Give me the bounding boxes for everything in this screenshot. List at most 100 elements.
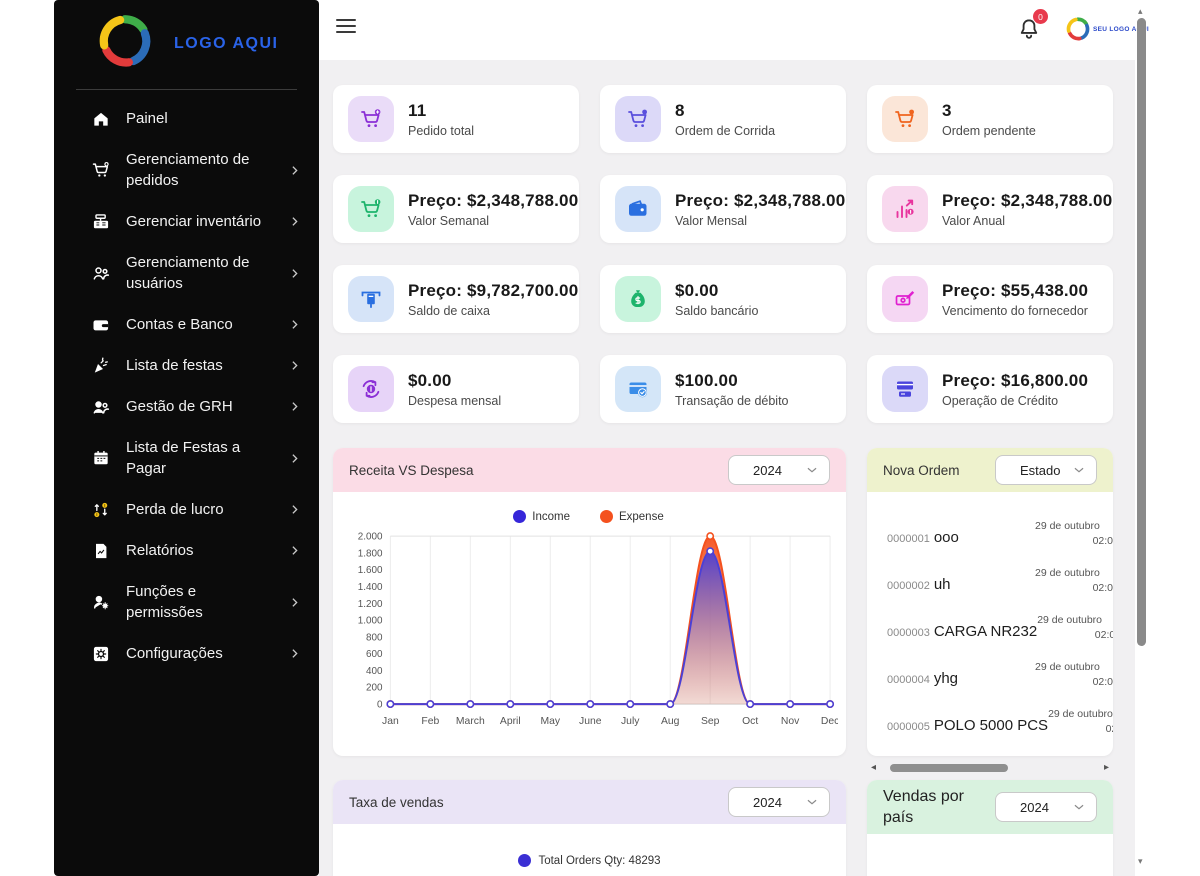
horizontal-scrollbar[interactable]: ◂ ▸ [867,756,1113,780]
vertical-scrollbar-thumb[interactable] [1137,18,1146,646]
total-orders-legend-label: Total Orders Qty: 48293 [538,855,660,867]
new-order-panel-header: Nova Ordem Estado [867,448,1113,492]
stat-card-saldo-bancario: $0.00 Saldo bancário [600,265,846,333]
svg-text:Feb: Feb [421,716,439,727]
stat-value: $0.00 [408,371,501,391]
sidebar-item-contas-e-banco[interactable]: Contas e Banco [54,304,319,345]
main-content: 11 Pedido total 8 Ordem de Corrida [319,60,1135,876]
order-list-item[interactable]: 0000003CARGA NR232 29 de outubro02:0 [887,600,1113,647]
report-icon [90,541,112,561]
year-dropdown[interactable]: 2024 [995,792,1097,822]
scroll-right-arrow-icon[interactable]: ▸ [1104,763,1109,773]
topbar-logo-icon [1065,13,1091,45]
order-time: 02:0 [1037,628,1113,643]
stat-card-pedido-total: 11 Pedido total [333,85,579,153]
order-number: 0000005 [887,721,930,733]
panel-title: Nova Ordem [883,463,960,478]
sidebar-item-gerenciamento-de-pedidos[interactable]: Gerenciamento de pedidos [54,139,319,201]
order-date: 29 de outubro [1048,707,1113,722]
income-legend-label: Income [532,511,570,523]
scrollbar-track[interactable] [882,764,1098,772]
svg-text:1.400: 1.400 [358,582,383,593]
stat-label: Ordem pendente [942,124,1036,138]
stat-card-ordem-pendente: 3 Ordem pendente [867,85,1113,153]
scrollbar-thumb[interactable] [890,764,1008,772]
sidebar-item-relatorios[interactable]: Relatórios [54,530,319,571]
cash-register-icon [90,212,112,232]
sidebar-item-configuracoes[interactable]: Configurações [54,633,319,674]
sidebar-item-gerenciamento-de-usuarios[interactable]: Gerenciamento de usuários [54,242,319,304]
sales-rate-chart-panel: Taxa de vendas 2024 Total Orders Qty: 48… [333,780,846,876]
stat-label: Despesa mensal [408,394,501,408]
order-name: ooo [934,529,959,546]
stat-value: Preço: $9,782,700.00 [408,281,578,301]
stat-card-ordem-de-corrida: 8 Ordem de Corrida [600,85,846,153]
order-name: uh [934,576,951,593]
order-time: 02:0 [1035,675,1113,690]
stat-value: Preço: $2,348,788.00 [675,191,845,211]
order-list: 0000001ooo 29 de outubro02:0 0000002 uh 2… [867,492,1113,741]
credit-cards-icon [882,366,928,412]
sidebar-item-lista-de-festas[interactable]: Lista de festas [54,345,319,386]
order-list-item[interactable]: 0000002uh 29 de outubro02:0 [887,553,1113,600]
cart-icon [615,96,661,142]
cart-icon [90,160,112,180]
scroll-left-arrow-icon[interactable]: ◂ [871,763,876,773]
atm-deposit-icon [348,276,394,322]
sidebar-item-gestao-de-grh[interactable]: Gestão de GRH [54,386,319,427]
year-dropdown[interactable]: 2024 [728,455,830,485]
notification-bell-icon[interactable]: 0 [1016,16,1042,44]
income-expense-chart-panel: Receita VS Despesa 2024 Income Expense [333,448,846,756]
sidebar-item-perda-de-lucro[interactable]: Perda de lucro [54,489,319,530]
sidebar-item-gerenciar-inventario[interactable]: Gerenciar inventário [54,201,319,242]
scroll-down-arrow-icon[interactable]: ▾ [1138,856,1143,867]
svg-text:1.800: 1.800 [358,548,383,559]
stat-label: Operação de Crédito [942,394,1088,408]
order-number: 0000002 [887,580,930,592]
svg-text:0: 0 [377,700,383,711]
chevron-down-icon [805,795,819,809]
status-filter-dropdown[interactable]: Estado [995,455,1097,485]
user-gear-icon [90,592,112,612]
sidebar-item-label: Perda de lucro [126,499,274,520]
svg-text:1.000: 1.000 [358,616,383,627]
svg-text:800: 800 [366,632,383,643]
order-list-item[interactable]: 0000004yhg 29 de outubro02:0 [887,647,1113,694]
panel-title: Receita VS Despesa [349,463,474,478]
stat-card-valor-semanal: Preço: $2,348,788.00 Valor Semanal [333,175,579,243]
svg-text:400: 400 [366,666,383,677]
sidebar-item-lista-de-festas-a-pagar[interactable]: Lista de Festas a Pagar [54,427,319,489]
money-exchange-icon [348,366,394,412]
cart-dollar-icon [348,186,394,232]
chevron-right-icon [288,647,301,660]
svg-text:July: July [621,716,640,727]
stat-label: Transação de débito [675,394,789,408]
invoice-pen-icon [882,276,928,322]
stat-label: Valor Semanal [408,214,578,228]
stat-value: Preço: $2,348,788.00 [408,191,578,211]
money-bag-icon [615,276,661,322]
chevron-right-icon [288,503,301,516]
status-filter-value: Estado [1020,463,1060,478]
income-legend-dot [513,510,526,523]
order-list-item[interactable]: 0000001ooo 29 de outubro02:0 [887,506,1113,553]
stat-card-transacao-de-debito: $100.00 Transação de débito [600,355,846,423]
svg-text:1.200: 1.200 [358,599,383,610]
scroll-up-arrow-icon[interactable]: ▴ [1138,6,1143,17]
sidebar-item-label: Gerenciamento de pedidos [126,149,274,191]
sidebar-item-funcoes-e-permissoes[interactable]: Funções e permissões [54,571,319,633]
hamburger-menu-icon[interactable] [336,19,356,37]
sidebar-item-painel[interactable]: Painel [54,98,319,139]
sales-by-country-panel: Vendas por país 2024 [867,780,1113,876]
area-chart-svg: JanFebMarchAprilMayJuneJulyAugSepOctNovD… [339,523,838,735]
notification-count-badge: 0 [1033,9,1048,24]
sidebar-item-label: Funções e permissões [126,581,274,623]
stat-label: Ordem de Corrida [675,124,775,138]
panel-title: Vendas por país [883,786,969,828]
order-list-item[interactable]: 0000005POLO 5000 PCS 29 de outubro02:0 [887,694,1113,741]
sidebar-item-label: Gestão de GRH [126,396,274,417]
year-dropdown[interactable]: 2024 [728,787,830,817]
brand-logo-text: LOGO AQUI [174,35,278,53]
sidebar-logo[interactable]: LOGO AQUI [54,0,319,83]
cart-icon [882,96,928,142]
